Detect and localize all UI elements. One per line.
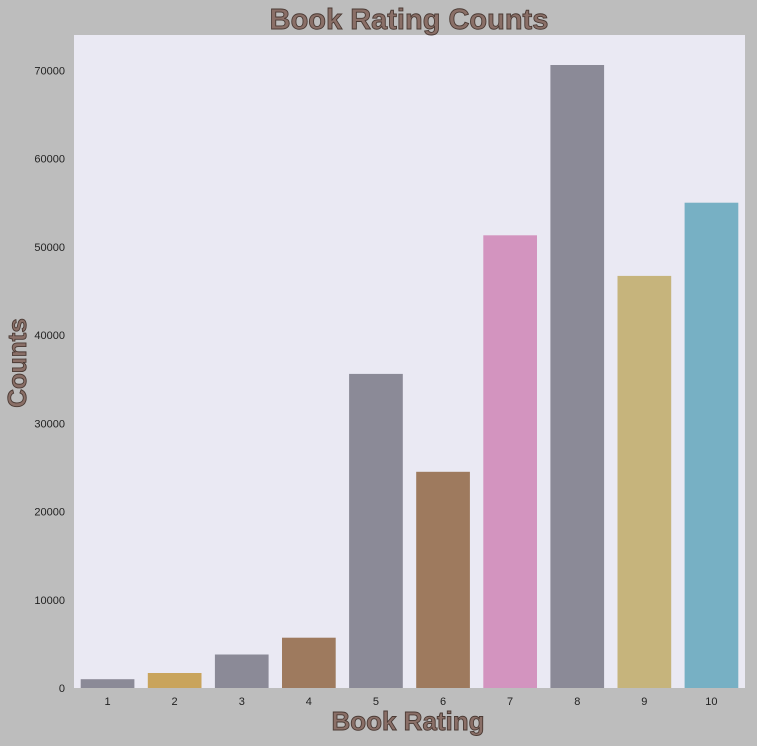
x-tick-label-5: 5 xyxy=(373,696,379,708)
y-tick-label-40000: 40000 xyxy=(34,330,65,342)
y-tick-label-60000: 60000 xyxy=(34,154,65,166)
bar-2 xyxy=(147,673,202,688)
x-axis-ticks: 1 2 3 4 5 6 7 8 9 10 xyxy=(104,696,717,708)
y-tick-label-30000: 30000 xyxy=(34,418,65,430)
x-tick-label-4: 4 xyxy=(306,696,312,708)
x-tick-label-10: 10 xyxy=(705,696,717,708)
y-tick-label-20000: 20000 xyxy=(34,507,65,519)
x-tick-label-1: 1 xyxy=(104,696,110,708)
bar-6 xyxy=(416,471,470,688)
y-tick-label-10000: 10000 xyxy=(34,595,65,607)
x-tick-label-3: 3 xyxy=(239,696,245,708)
bar-7 xyxy=(483,235,537,689)
bar-3 xyxy=(214,654,269,688)
y-tick-label-0: 0 xyxy=(59,683,65,695)
bars-group xyxy=(80,65,739,689)
bar-5 xyxy=(349,373,403,688)
x-tick-label-7: 7 xyxy=(507,696,513,708)
y-axis-ticks: 0 10000 20000 30000 40000 50000 60000 70000 xyxy=(34,65,65,695)
y-axis-label: Counts xyxy=(2,318,32,408)
bar-4 xyxy=(282,637,336,688)
y-tick-label-50000: 50000 xyxy=(34,242,65,254)
chart-title: Book Rating Counts xyxy=(270,4,549,36)
x-tick-label-2: 2 xyxy=(172,696,178,708)
x-axis-label: Book Rating xyxy=(331,706,484,736)
bar-10 xyxy=(684,202,739,688)
x-tick-label-8: 8 xyxy=(574,696,580,708)
y-tick-label-70000: 70000 xyxy=(34,65,65,77)
x-tick-label-9: 9 xyxy=(641,696,647,708)
bar-9 xyxy=(617,275,672,688)
bar-8 xyxy=(550,65,605,688)
x-tick-label-6: 6 xyxy=(440,696,446,708)
bar-1 xyxy=(80,679,135,688)
